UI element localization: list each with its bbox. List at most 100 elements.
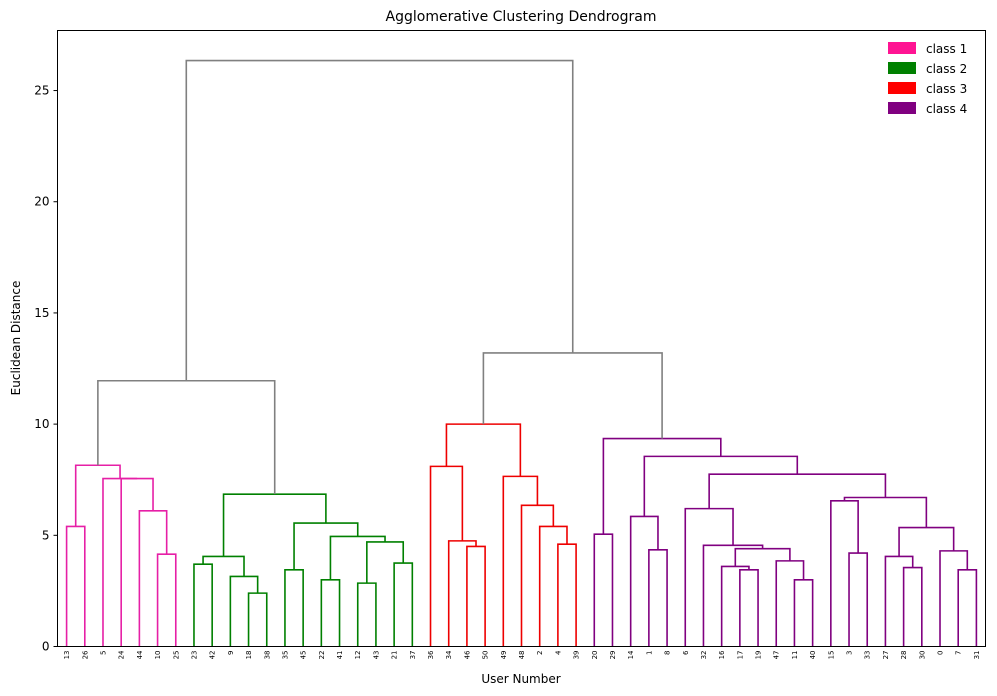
link-m8: [229, 575, 259, 647]
leaf-label: 23: [190, 651, 198, 660]
leaf-labels: 13 26 5 24 44 10 25 23 42 9 18 38 35 45 22 41 12 43 21 37 36…: [63, 650, 981, 659]
link-m47: [602, 437, 722, 535]
x-axis-label: User Number: [481, 672, 560, 686]
leaf-label: 44: [136, 650, 144, 659]
legend-label: class 1: [926, 42, 967, 56]
link-m28: [648, 548, 668, 647]
leaf-label: 43: [372, 651, 380, 660]
legend-swatch: [888, 62, 916, 74]
leaf-label: 1: [645, 651, 653, 655]
y-axis: 0 5 10 15 20 25: [34, 84, 58, 654]
legend-swatch: [888, 102, 916, 114]
leaf-label: 16: [718, 650, 726, 659]
link-m3: [120, 477, 154, 647]
leaf-label: 29: [609, 651, 617, 660]
link-m46: [643, 455, 799, 517]
link-m43: [898, 526, 955, 557]
legend: class 1 class 2 class 3 class 4: [888, 42, 967, 116]
link-m15: [329, 535, 386, 580]
y-axis-label: Euclidean Distance: [9, 281, 23, 396]
link-m22: [557, 543, 577, 647]
leaf-label: 40: [809, 651, 817, 660]
link-m11: [320, 578, 341, 647]
leaf-label: 12: [354, 651, 362, 660]
y-tick-label: 20: [34, 195, 49, 209]
link-m29: [629, 515, 659, 647]
leaf-label: 0: [937, 651, 945, 655]
leaf-label: 35: [281, 651, 289, 660]
leaf-label: 21: [391, 651, 399, 660]
link-m12: [356, 582, 377, 647]
leaf-label: 50: [482, 651, 490, 660]
leaf-label: 26: [81, 650, 89, 659]
link-m42: [939, 550, 969, 647]
link-m49: [185, 59, 574, 381]
link-m39: [902, 566, 923, 647]
link-m17: [222, 493, 327, 557]
legend-label: class 2: [926, 62, 967, 76]
leaf-label: 36: [427, 650, 435, 659]
leaf-label: 19: [755, 651, 763, 660]
dendrogram-links: [65, 59, 978, 647]
leaf-label: 49: [500, 651, 508, 660]
leaf-label: 6: [682, 650, 690, 655]
y-tick-label: 15: [34, 306, 49, 320]
y-tick-label: 5: [42, 528, 50, 542]
leaf-label: 32: [700, 651, 708, 660]
leaf-label: 5: [99, 651, 107, 655]
leaf-label: 41: [336, 651, 344, 660]
leaf-label: 45: [300, 651, 308, 660]
leaf-label: 7: [955, 651, 963, 655]
leaf-label: 22: [318, 651, 326, 660]
link-m35: [702, 544, 764, 647]
leaf-label: 33: [864, 651, 872, 660]
link-m34: [734, 547, 791, 567]
link-m38: [830, 500, 859, 647]
link-m25: [502, 475, 539, 647]
leaf-label: 38: [263, 651, 271, 660]
leaf-label: 20: [591, 651, 599, 660]
link-m7: [247, 592, 268, 647]
link-m20: [447, 540, 477, 647]
leaf-label: 2: [536, 651, 544, 655]
link-m21: [429, 465, 464, 647]
leaf-label: 34: [445, 650, 453, 659]
link-m6: [193, 563, 213, 647]
chart-title: Agglomerative Clustering Dendrogram: [386, 9, 657, 25]
legend-swatch: [888, 82, 916, 94]
leaf-label: 30: [918, 651, 926, 660]
leaf-label: 46: [463, 650, 471, 659]
link-m30: [739, 568, 759, 647]
leaf-label: 48: [518, 651, 526, 660]
leaf-label: 47: [773, 651, 781, 660]
link-m26: [445, 423, 522, 477]
link-m32: [793, 578, 814, 647]
y-tick-label: 0: [42, 640, 50, 654]
link-m36: [684, 507, 734, 647]
plot-frame: [57, 30, 986, 647]
leaf-label: 13: [63, 651, 71, 660]
legend-swatch: [888, 42, 916, 54]
link-m2: [138, 510, 168, 647]
link-m41: [957, 568, 978, 647]
link-m9: [202, 555, 245, 577]
link-m0: [65, 525, 86, 647]
link-m48: [482, 352, 663, 439]
y-tick-label: 10: [34, 417, 49, 431]
leaf-label: 10: [154, 651, 162, 660]
leaf-label: 17: [736, 651, 744, 660]
leaf-label: 3: [846, 651, 854, 655]
leaf-label: 31: [973, 651, 981, 660]
link-m10: [284, 568, 304, 647]
leaf-label: 39: [573, 651, 581, 660]
link-m45: [708, 473, 887, 509]
link-m19: [466, 545, 486, 647]
legend-label: class 4: [926, 102, 967, 116]
link-m5: [74, 464, 121, 527]
leaf-label: 42: [209, 651, 217, 660]
link-m31: [720, 565, 750, 647]
link-m44: [843, 496, 928, 528]
link-m33: [775, 560, 805, 647]
link-m1: [156, 553, 177, 647]
